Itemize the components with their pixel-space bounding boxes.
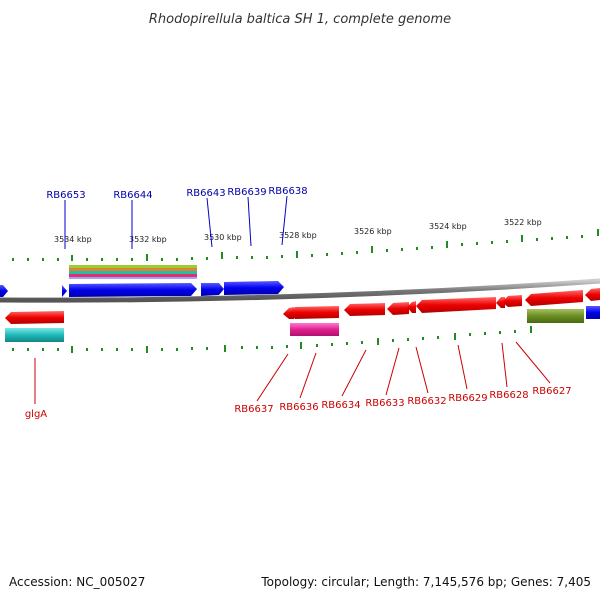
olive-feature[interactable] [527, 309, 584, 323]
gene-label-rb6643[interactable]: RB6643 [186, 188, 225, 199]
forward-gene-arrow[interactable] [62, 285, 67, 297]
gene-label-glga[interactable]: glgA [25, 409, 47, 420]
lower-scale-track [12, 326, 532, 353]
scale-label: 3522 kbp [504, 218, 542, 227]
gene-label-rb6634[interactable]: RB6634 [321, 400, 360, 411]
reverse-gene-arrow[interactable] [416, 297, 496, 313]
forward-gene-arrow[interactable] [224, 281, 284, 295]
map-title: Rhodopirellula baltica SH 1, complete ge… [149, 12, 451, 27]
upper-scale-track [12, 229, 599, 261]
genome-backbone [0, 278, 600, 303]
scale-label: 3528 kbp [279, 231, 317, 240]
reverse-gene-arrow[interactable] [525, 290, 583, 306]
blue-feature-edge[interactable] [586, 306, 600, 319]
cyan-feature[interactable] [5, 328, 64, 342]
reverse-gene-arrow[interactable] [585, 288, 600, 301]
scale-labels: 3534 kbp 3532 kbp 3530 kbp 3528 kbp 3526… [54, 218, 542, 244]
gene-label-rb6638[interactable]: RB6638 [268, 186, 307, 197]
gene-label-rb6633[interactable]: RB6633 [365, 398, 404, 409]
reverse-gene-arrow[interactable] [407, 301, 416, 313]
reverse-gene-arrow[interactable] [502, 295, 522, 307]
forward-gene-arrow[interactable] [69, 283, 197, 297]
gene-label-rb6637[interactable]: RB6637 [234, 404, 273, 415]
gene-label-rb6653[interactable]: RB6653 [46, 190, 85, 201]
reverse-gene-arrow[interactable] [290, 306, 339, 319]
gene-label-rb6628[interactable]: RB6628 [489, 390, 528, 401]
forward-genes [0, 281, 284, 297]
gene-label-rb6627[interactable]: RB6627 [532, 386, 571, 397]
gene-label-rb6636[interactable]: RB6636 [279, 402, 318, 413]
reverse-gene-arrow[interactable] [387, 302, 409, 315]
magenta-feature[interactable] [290, 323, 339, 336]
reverse-gene-arrow[interactable] [5, 311, 64, 324]
forward-gene-labels: RB6653 RB6644 RB6643 RB6639 RB6638 [46, 186, 307, 201]
reverse-gene-labels: glgA RB6637 RB6636 RB6634 RB6633 RB6632 … [25, 386, 572, 420]
scale-label: 3524 kbp [429, 222, 467, 231]
gene-label-rb6644[interactable]: RB6644 [113, 190, 152, 201]
reverse-gene-arrow[interactable] [283, 307, 294, 319]
gene-label-rb6629[interactable]: RB6629 [448, 393, 487, 404]
scale-label: 3532 kbp [129, 235, 167, 244]
scale-label: 3530 kbp [204, 233, 242, 242]
forward-gene-arrow[interactable] [201, 283, 224, 296]
reverse-label-leaders [34, 341, 551, 404]
genome-summary-text: Topology: circular; Length: 7,145,576 bp… [260, 575, 591, 589]
reverse-gene-arrow[interactable] [496, 297, 505, 308]
accession-text: Accession: NC_005027 [9, 575, 145, 589]
forward-label-leaders [64, 195, 288, 249]
gene-label-rb6639[interactable]: RB6639 [227, 187, 266, 198]
forward-gene-arrow[interactable] [0, 285, 8, 297]
scale-label: 3534 kbp [54, 235, 92, 244]
scale-label: 3526 kbp [354, 227, 392, 236]
stacked-feature-bands[interactable] [69, 265, 197, 279]
reverse-gene-arrow[interactable] [344, 303, 385, 316]
gene-label-rb6632[interactable]: RB6632 [407, 396, 446, 407]
reverse-genes [5, 288, 600, 324]
